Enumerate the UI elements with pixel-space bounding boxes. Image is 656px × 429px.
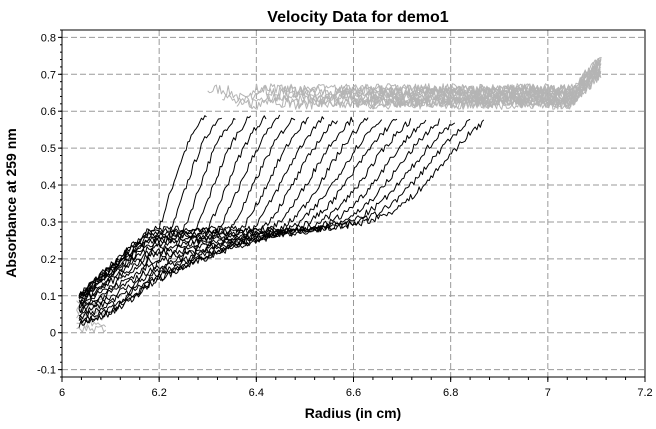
y-tick-label: 0 xyxy=(50,328,56,340)
scan-curve xyxy=(78,114,281,313)
y-tick-label: 0.6 xyxy=(41,106,56,118)
y-axis-ticks: -0.1 0 0.1 0.2 0.3 0.4 0.5 0.6 0.7 0.8 xyxy=(37,29,62,378)
scan-curve xyxy=(78,116,325,310)
scan-curve xyxy=(78,115,207,328)
scan-curve xyxy=(78,119,383,303)
y-tick-label: 0.7 xyxy=(41,69,56,81)
scan-curve xyxy=(78,117,296,313)
excluded-plateau-trace xyxy=(484,59,601,110)
scan-curve xyxy=(79,117,222,324)
x-tick-label: 6.6 xyxy=(346,387,361,399)
x-tick-label: 6.4 xyxy=(249,387,264,399)
excluded-plateau-trace xyxy=(353,69,601,109)
y-tick-label: 0.2 xyxy=(41,254,56,266)
y-tick-label: 0.8 xyxy=(41,32,56,44)
scan-curve xyxy=(78,118,398,299)
x-axis-ticks: 6 6.2 6.4 6.6 6.8 7 7.2 xyxy=(59,377,653,399)
scan-curve xyxy=(78,117,369,300)
excluded-plateau-trace xyxy=(440,71,602,110)
excluded-meniscus-trace xyxy=(76,325,107,333)
scan-curve xyxy=(78,115,267,317)
y-tick-label: -0.1 xyxy=(37,365,56,377)
y-tick-label: 0.4 xyxy=(41,180,56,192)
scan-curve xyxy=(78,118,471,296)
y-tick-label: 0.3 xyxy=(41,217,56,229)
y-axis-label: Absorbance at 259 nm xyxy=(3,128,19,277)
scan-curves xyxy=(78,114,485,328)
scan-curve xyxy=(78,116,354,304)
y-tick-label: 0.1 xyxy=(41,291,56,303)
x-tick-label: 7.2 xyxy=(637,387,652,399)
x-tick-label: 6.2 xyxy=(152,387,167,399)
scan-curve xyxy=(78,119,485,297)
x-tick-label: 6 xyxy=(59,387,65,399)
x-tick-label: 6.8 xyxy=(443,387,458,399)
chart-title: Velocity Data for demo1 xyxy=(267,9,448,26)
scan-curve xyxy=(79,116,309,308)
scan-curve xyxy=(78,122,456,298)
grid xyxy=(61,30,646,377)
y-tick-label: 0.5 xyxy=(41,143,56,155)
scan-curve xyxy=(78,118,236,323)
x-axis-label: Radius (in cm) xyxy=(305,405,401,421)
excluded-data-region xyxy=(76,56,602,333)
x-tick-label: 7 xyxy=(545,387,551,399)
